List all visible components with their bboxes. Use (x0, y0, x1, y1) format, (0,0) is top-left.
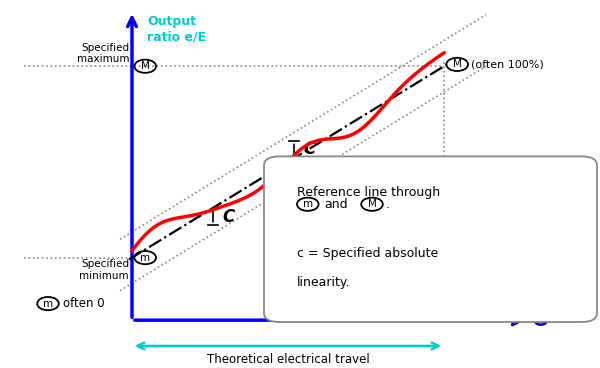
Text: Output
ratio e/E: Output ratio e/E (147, 15, 206, 44)
Text: m: m (303, 199, 313, 209)
Text: C: C (222, 208, 234, 226)
Text: Reference line through: Reference line through (297, 186, 440, 199)
Text: $\mathbf{\Theta}$: $\mathbf{\Theta}$ (531, 310, 550, 330)
Text: Specified
maximum: Specified maximum (77, 43, 129, 64)
Text: m: m (140, 252, 150, 263)
Text: C: C (303, 140, 315, 158)
Text: M: M (368, 199, 376, 209)
Text: Specified
minimum: Specified minimum (79, 259, 129, 281)
FancyBboxPatch shape (264, 156, 597, 322)
Text: linearity.: linearity. (297, 276, 350, 289)
Text: often 0: often 0 (63, 297, 104, 310)
Text: and: and (324, 198, 347, 211)
Text: .: . (386, 198, 390, 211)
Text: c = Specified absolute: c = Specified absolute (297, 247, 438, 259)
Text: M: M (141, 61, 149, 71)
Text: (often 100%): (often 100%) (471, 59, 544, 70)
Text: Theoretical electrical travel: Theoretical electrical travel (206, 353, 370, 366)
Text: M: M (453, 59, 461, 70)
Text: m: m (43, 298, 53, 309)
